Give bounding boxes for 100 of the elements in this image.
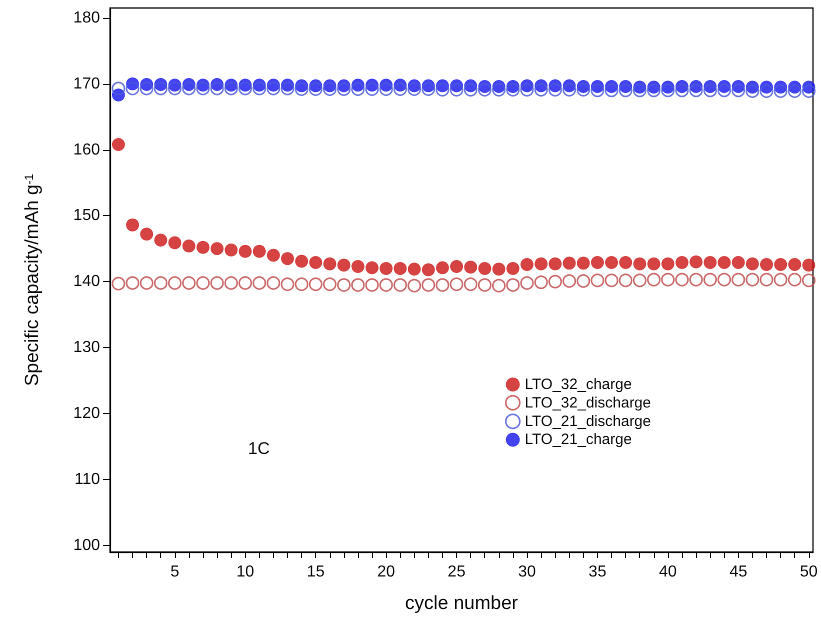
point (647, 84, 661, 98)
point (675, 84, 689, 98)
point (774, 272, 788, 286)
point (746, 257, 759, 270)
point (562, 82, 576, 97)
point (337, 258, 350, 272)
point (732, 84, 746, 98)
point (379, 82, 393, 96)
point (661, 84, 675, 98)
point (703, 272, 717, 286)
point (506, 278, 520, 292)
x-tick-label: 45 (729, 564, 748, 580)
point (576, 256, 590, 270)
point (562, 256, 576, 270)
point (661, 272, 675, 286)
point (280, 277, 294, 292)
point (422, 263, 435, 276)
point (464, 260, 478, 274)
point (238, 244, 252, 258)
point (647, 257, 660, 270)
point (224, 244, 238, 256)
y-tick-label: 140 (73, 273, 100, 290)
point (140, 228, 154, 241)
point (252, 244, 266, 258)
point (182, 276, 196, 290)
point (718, 256, 731, 270)
point (252, 82, 266, 96)
point (619, 256, 632, 270)
point (112, 138, 125, 151)
point (690, 255, 703, 268)
x-tick-label: 25 (448, 564, 466, 580)
x-tick-label: 40 (658, 564, 677, 580)
point (337, 82, 351, 96)
point (478, 82, 492, 97)
x-tick-label: 30 (518, 564, 536, 580)
point (548, 82, 562, 97)
point (506, 82, 520, 97)
point (168, 276, 182, 290)
point (210, 82, 224, 96)
x-tick-label: 20 (377, 564, 396, 580)
point (238, 82, 252, 96)
point (689, 84, 703, 98)
x-tick-label: 15 (306, 564, 325, 580)
point (717, 84, 732, 98)
point (323, 257, 336, 270)
point (590, 84, 604, 98)
point (661, 257, 674, 270)
point (704, 256, 717, 270)
x-tick-label: 50 (800, 564, 818, 580)
point (154, 82, 168, 96)
point (140, 276, 154, 290)
point (520, 82, 534, 97)
point (182, 82, 196, 96)
point (379, 278, 393, 292)
point (506, 262, 520, 275)
point (590, 256, 604, 270)
point (788, 258, 802, 271)
point (520, 276, 534, 290)
point (308, 82, 322, 96)
point (604, 274, 618, 288)
point (788, 84, 802, 98)
legend-label: LTO_32_charge (524, 376, 632, 393)
point (717, 272, 732, 286)
point (732, 272, 746, 286)
annotation: 1C (248, 439, 270, 458)
point (266, 248, 280, 262)
y-tick-label: 160 (73, 141, 100, 158)
point (210, 242, 224, 256)
point (126, 276, 140, 290)
point (238, 276, 252, 290)
point (140, 82, 154, 96)
point (604, 84, 618, 98)
point (154, 276, 168, 290)
point (618, 274, 632, 288)
y-axis-title: Specific capacity/mAh g-1 (22, 173, 43, 386)
point (478, 278, 492, 292)
point (322, 82, 337, 96)
point (365, 278, 379, 292)
point (548, 257, 562, 270)
point (520, 258, 534, 271)
point (732, 256, 745, 270)
legend-label: LTO_21_charge (524, 431, 632, 448)
point (774, 258, 788, 271)
point (112, 82, 126, 96)
point (266, 82, 280, 96)
point (436, 82, 450, 97)
point (224, 82, 238, 96)
point (689, 272, 703, 286)
point (534, 276, 548, 290)
y-tick-label: 110 (74, 470, 100, 488)
point (746, 272, 760, 286)
point (436, 261, 449, 274)
point (408, 262, 421, 276)
point (464, 277, 478, 292)
point (196, 240, 210, 254)
x-tick-label: 10 (236, 564, 254, 580)
point (576, 82, 590, 97)
point (788, 272, 802, 286)
point (322, 277, 337, 292)
point (450, 82, 464, 97)
